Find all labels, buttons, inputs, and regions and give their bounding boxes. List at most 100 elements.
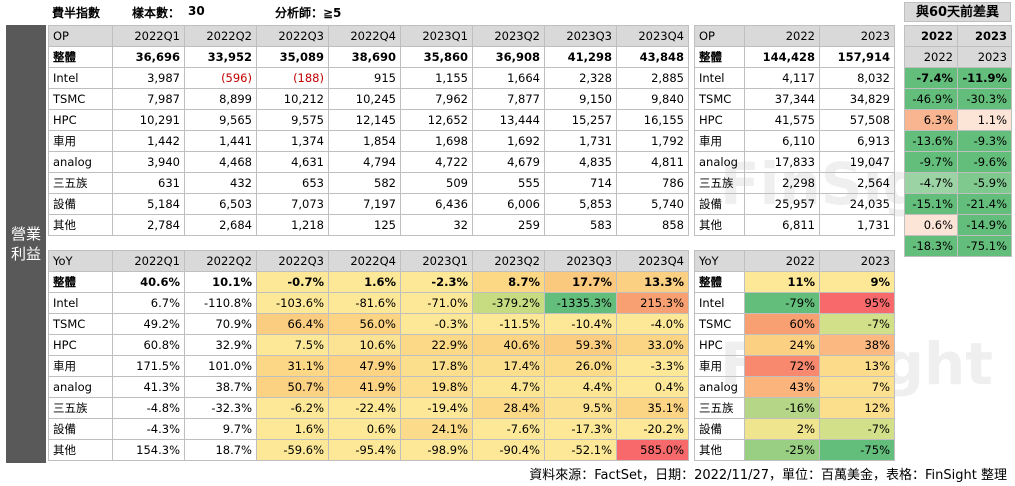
table-cell: 7,962	[400, 88, 473, 110]
column-header: YoY	[48, 250, 113, 272]
row-label: analog	[694, 376, 745, 398]
table-cell: -30.3%	[957, 88, 1012, 110]
table-cell: 915	[328, 67, 401, 89]
table-cell: 34,829	[819, 88, 895, 110]
table-cell: -11.9%	[957, 67, 1012, 89]
table-cell: 144,428	[744, 46, 820, 68]
column-header: YoY	[694, 250, 745, 272]
table-row: 設備 2% -7%	[694, 418, 895, 440]
diff-table: 2022 2023 2022 2023 -7.4% -11.9% -46.9% -30.3% 6…	[904, 25, 1012, 257]
table-cell: 1,698	[400, 130, 473, 152]
row-label: 車用	[48, 355, 113, 377]
row-label: 設備	[694, 193, 745, 215]
table-cell: -75%	[819, 439, 895, 461]
table-cell: 1,731	[819, 214, 895, 236]
table-cell: -18.3%	[904, 235, 958, 257]
table-cell: -25%	[744, 439, 820, 461]
table-row: analog 3,940 4,468 4,631 4,794 4,722 4,679 4,83…	[48, 151, 689, 173]
table-cell: 9,565	[184, 109, 257, 131]
table-cell: 2,885	[616, 67, 689, 89]
row-label: Intel	[694, 67, 745, 89]
table-cell: 786	[616, 172, 689, 194]
table-cell: 10.6%	[328, 334, 401, 356]
table-cell: -6.2%	[256, 397, 329, 419]
row-label: 設備	[48, 418, 113, 440]
table-cell: 2,328	[544, 67, 617, 89]
table-cell: 858	[616, 214, 689, 236]
column-header: 2023	[819, 25, 895, 47]
source-note: 資料來源：FactSet，日期：2022/11/27，單位：百萬美金，表格：Fi…	[529, 468, 1007, 483]
row-label: 其他	[694, 214, 745, 236]
column-header: 2023Q1	[400, 25, 473, 47]
table-row: 整體 36,696 33,952 35,089 38,690 35,860 36,908 41…	[48, 46, 689, 68]
table-cell: 5,184	[112, 193, 185, 215]
table-cell: 7.5%	[256, 334, 329, 356]
table-cell: 3,940	[112, 151, 185, 173]
table-cell: -110.8%	[184, 292, 257, 314]
table-cell: 60%	[744, 313, 820, 335]
table-row: Intel 4,117 8,032	[694, 67, 895, 89]
row-label: 三五族	[48, 172, 113, 194]
table-cell: 47.9%	[328, 355, 401, 377]
table-cell: 1,664	[472, 67, 545, 89]
table-cell: 4.7%	[472, 376, 545, 398]
table-cell: 215.3%	[616, 292, 689, 314]
table-cell: -3.3%	[616, 355, 689, 377]
column-header: 2023Q3	[544, 25, 617, 47]
column-header: 2023	[957, 25, 1012, 47]
table-row: Intel -79% 95%	[694, 292, 895, 314]
row-label: Intel	[694, 292, 745, 314]
row-label: TSMC	[48, 88, 113, 110]
table-cell: 0.4%	[616, 376, 689, 398]
column-header: 2022Q3	[256, 25, 329, 47]
table-row: 0.6% -14.9%	[904, 214, 1012, 236]
table-cell: 4,835	[544, 151, 617, 173]
table-cell: -16%	[744, 397, 820, 419]
table-cell: -81.6%	[328, 292, 401, 314]
table-cell: 38%	[819, 334, 895, 356]
table-cell: 43%	[744, 376, 820, 398]
header-row: 2022 2023	[904, 25, 1012, 47]
table-cell: 35,089	[256, 46, 329, 68]
table-cell: 2,684	[184, 214, 257, 236]
row-label: 整體	[48, 46, 113, 68]
table-row: -7.4% -11.9%	[904, 67, 1012, 89]
table-row: HPC 10,291 9,565 9,575 12,145 12,652 13,444 15,…	[48, 109, 689, 131]
table-cell: 18.7%	[184, 439, 257, 461]
table-cell: -20.2%	[616, 418, 689, 440]
table-row: HPC 60.8% 32.9% 7.5% 10.6% 22.9% 40.6% 59.3% 33.…	[48, 334, 689, 356]
table-cell: -4.8%	[112, 397, 185, 419]
table-cell: 72%	[744, 355, 820, 377]
table-cell: 33.0%	[616, 334, 689, 356]
side-label-text: 營業利益	[10, 225, 41, 263]
table-row: -4.7% -5.9%	[904, 172, 1012, 194]
column-header: 2023	[819, 250, 895, 272]
table-cell: 7,987	[112, 88, 185, 110]
table-cell: 0.6%	[904, 214, 958, 236]
table-cell: 4,794	[328, 151, 401, 173]
table-cell: 7,877	[472, 88, 545, 110]
column-header: 2022Q4	[328, 25, 401, 47]
table-cell: -21.4%	[957, 193, 1012, 215]
table-cell: -14.9%	[957, 214, 1012, 236]
table-cell: -11.5%	[472, 313, 545, 335]
table-cell: -10.4%	[544, 313, 617, 335]
table-cell: 12%	[819, 397, 895, 419]
table-cell: 2,784	[112, 214, 185, 236]
table-cell: -13.6%	[904, 130, 958, 152]
table-cell: -7.4%	[904, 67, 958, 89]
table-cell: 7,073	[256, 193, 329, 215]
table-row: -46.9% -30.3%	[904, 88, 1012, 110]
yoy-annual-table: YoY 2022 2023 整體 11% 9% Intel -79% 95% TSMC 60% -7%…	[694, 250, 895, 461]
table-row: TSMC 7,987 8,899 10,212 10,245 7,962 7,877 9,15…	[48, 88, 689, 110]
table-cell: 49.2%	[112, 313, 185, 335]
table-row: 整體 40.6% 10.1% -0.7% 1.6% -2.3% 8.7% 17.7% 13.3%	[48, 271, 689, 293]
table-cell: 10,291	[112, 109, 185, 131]
table-cell: 259	[472, 214, 545, 236]
table-cell: 585.0%	[616, 439, 689, 461]
table-row: 6.3% 1.1%	[904, 109, 1012, 131]
table-cell: 10,245	[328, 88, 401, 110]
table-row: analog 43% 7%	[694, 376, 895, 398]
table-cell: 5,853	[544, 193, 617, 215]
table-cell: -9.3%	[957, 130, 1012, 152]
